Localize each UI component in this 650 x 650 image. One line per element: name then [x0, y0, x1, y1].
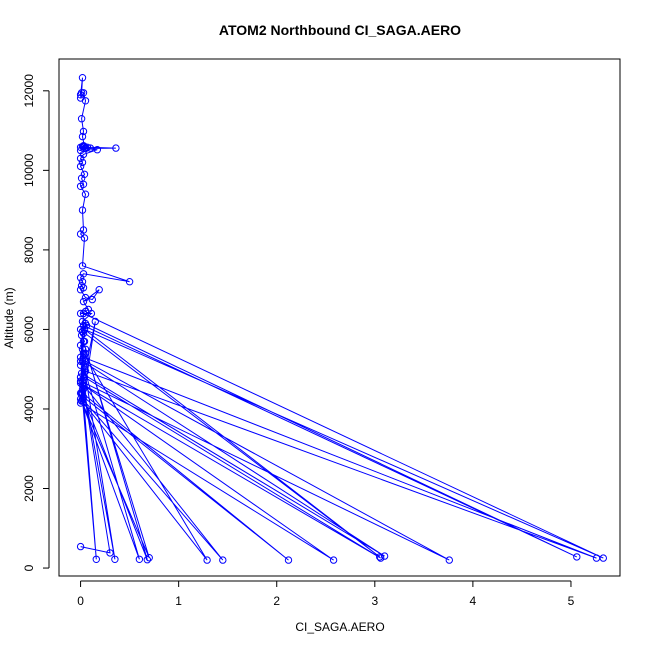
y-tick-label: 10000	[22, 153, 36, 187]
series-layer	[76, 74, 607, 564]
y-axis: 0 2000 4000 6000 8000 10000 12000	[22, 74, 50, 571]
x-axis: 0 1 2 3 4 5	[77, 580, 575, 608]
data-point	[80, 234, 89, 242]
data-point	[125, 278, 134, 286]
x-axis-label: CI_SAGA.AERO	[295, 620, 384, 634]
data-point	[77, 282, 86, 290]
data-point	[106, 549, 114, 557]
data-point	[79, 89, 88, 97]
data-point	[78, 158, 87, 167]
series-line	[79, 77, 604, 561]
data-point	[76, 542, 85, 551]
data-point	[143, 556, 152, 564]
data-point	[81, 97, 90, 105]
data-point	[79, 309, 88, 318]
data-point	[77, 389, 86, 397]
data-point	[81, 357, 90, 365]
data-point	[376, 553, 384, 561]
data-point	[76, 162, 85, 171]
data-point	[135, 555, 144, 563]
data-point	[80, 373, 89, 381]
data-point	[81, 345, 90, 353]
data-point	[79, 337, 88, 346]
data-point	[203, 556, 211, 564]
x-tick-label: 2	[273, 594, 280, 608]
y-tick-label: 0	[22, 564, 36, 571]
data-point	[95, 286, 103, 294]
data-point	[81, 349, 90, 357]
data-point	[78, 262, 87, 270]
data-point	[83, 143, 92, 152]
data-point	[445, 556, 453, 564]
x-tick-label: 0	[77, 594, 84, 608]
y-tick-label: 6000	[22, 316, 36, 343]
data-point	[76, 274, 85, 282]
data-point	[78, 132, 87, 141]
data-point	[81, 293, 90, 302]
data-point	[93, 146, 102, 154]
x-tick-label: 4	[470, 594, 477, 608]
data-point	[78, 74, 87, 82]
data-point	[92, 555, 101, 563]
data-point	[112, 144, 120, 152]
data-point	[76, 154, 85, 163]
data-point	[76, 230, 85, 238]
data-point	[329, 556, 338, 564]
data-point	[78, 377, 87, 385]
data-point	[284, 556, 293, 564]
y-tick-label: 2000	[22, 475, 36, 502]
data-point	[79, 385, 88, 393]
data-point	[79, 142, 88, 151]
x-tick-label: 3	[371, 594, 378, 608]
data-point	[79, 349, 88, 357]
data-point	[145, 554, 153, 562]
data-point	[86, 144, 95, 152]
data-point	[76, 286, 85, 294]
y-tick-label: 4000	[22, 395, 36, 422]
y-axis-label: Altitude (m)	[2, 287, 16, 348]
y-tick-label: 12000	[22, 74, 36, 108]
x-tick-label: 1	[175, 594, 182, 608]
data-point	[87, 309, 96, 318]
data-point	[592, 554, 601, 562]
data-point	[377, 554, 385, 562]
data-point	[76, 361, 85, 369]
data-point	[76, 182, 85, 191]
data-point	[76, 377, 85, 385]
data-point	[81, 190, 90, 198]
data-point	[78, 206, 87, 214]
y-tick-label: 8000	[22, 236, 36, 263]
data-point	[78, 327, 87, 336]
data-point	[380, 552, 389, 560]
data-point	[79, 297, 88, 306]
chart-title: ATOM2 Northbound CI_SAGA.AERO	[219, 22, 461, 38]
data-point	[77, 115, 86, 123]
data-point	[573, 553, 581, 561]
data-point	[80, 365, 89, 373]
data-point	[79, 353, 88, 361]
data-point	[111, 555, 119, 563]
data-point	[88, 295, 97, 304]
data-point	[219, 556, 227, 564]
data-point	[79, 127, 88, 136]
plot-frame	[58, 58, 621, 577]
data-point	[78, 381, 87, 389]
data-point	[77, 89, 86, 97]
data-point	[76, 373, 85, 381]
data-point	[76, 309, 85, 318]
x-tick-label: 5	[568, 594, 575, 608]
data-point	[91, 317, 100, 326]
data-point	[80, 325, 89, 334]
